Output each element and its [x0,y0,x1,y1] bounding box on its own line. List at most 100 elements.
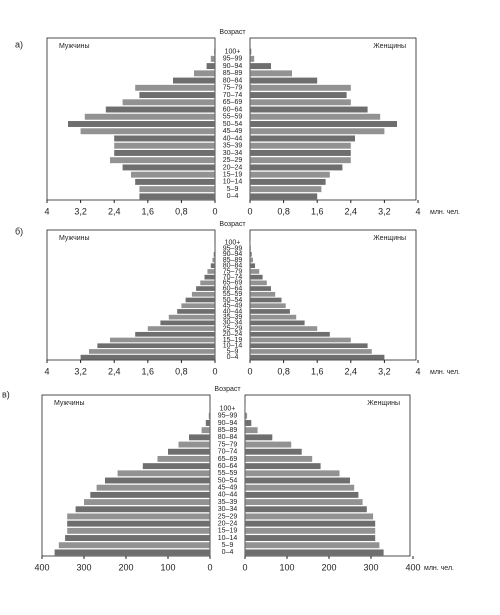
bar-men [122,164,215,171]
bar-women [245,420,252,426]
bar-women [245,520,376,527]
age-label: 65–69 [218,456,238,463]
bar-men [214,48,215,55]
x-tick-label: 0,8 [277,366,290,376]
age-label: 50–54 [223,297,243,304]
age-label: 95–99 [223,56,243,63]
age-label: 90–94 [223,63,243,70]
bar-men [67,527,210,534]
bar-women [250,193,318,200]
age-label: 35–39 [223,314,243,321]
bar-men [67,520,210,527]
legend-women: Женщины [367,400,400,407]
x-tick-label: 0 [247,366,252,376]
bar-women [245,535,376,541]
age-label: 95–99 [223,245,243,252]
age-label: 95–99 [218,413,238,420]
bar-men [84,113,215,120]
bar-men [65,535,210,541]
x-tick-label: 400 [34,562,49,572]
x-tick-label: 1,6 [142,206,155,216]
x-tick-label: 1,6 [311,206,324,216]
bar-men [181,303,215,309]
age-label: 50–54 [218,477,238,484]
age-label: 50–54 [223,121,243,128]
bar-men [114,142,215,149]
bar-women [250,99,351,106]
bar-women [250,164,343,171]
legend-men: Мужчины [59,43,90,50]
bar-women [250,77,318,84]
age-label: 30–34 [223,320,243,327]
bar-men [189,434,210,441]
age-label: 75–79 [223,268,243,275]
age-label: 40–44 [223,135,243,142]
age-label: 80–84 [223,263,243,270]
bar-women [250,354,385,360]
bar-men [131,171,215,178]
age-label: 55–59 [218,470,238,477]
x-tick-label: 2,4 [345,206,358,216]
bar-men [110,337,215,343]
chart-label: в) [2,389,10,399]
x-tick-label: 0 [212,206,217,216]
age-label: 15–19 [223,337,243,344]
age-label: 65–69 [223,99,243,106]
age-label: 20–24 [223,331,243,338]
age-label: 10–14 [223,179,243,186]
age-label: 60–64 [223,285,243,292]
age-label: 55–59 [223,291,243,298]
age-label: 5–9 [222,542,234,549]
age-label: 25–29 [223,157,243,164]
bar-women [245,499,363,506]
bar-women [245,527,376,534]
bar-men [168,314,215,320]
bar-men [178,441,210,448]
age-label: 40–44 [223,308,243,315]
x-tick-label: 300 [76,562,91,572]
legend-men: Мужчины [59,235,90,242]
unit-label: млн. чел. [430,369,460,376]
chart-label: б) [15,226,23,236]
bar-men [139,92,215,99]
age-label: 20–24 [218,520,238,527]
bar-men [168,448,210,455]
x-tick-label: 2,4 [108,366,121,376]
bar-women [250,121,397,127]
x-tick-label: 0 [247,206,252,216]
bar-women [250,246,251,251]
bar-men [177,309,215,314]
age-label: 70–74 [223,274,243,281]
bar-women [250,320,305,326]
bar-women [250,135,355,142]
bar-men [200,280,215,286]
bar-men [117,470,210,477]
bar-men [139,186,215,193]
bar-men [135,331,215,337]
bar-women [250,70,292,77]
x-tick-label: 0 [212,366,217,376]
bar-women [250,263,256,269]
age-label: 35–39 [223,143,243,150]
age-label: 45–49 [223,303,243,310]
bar-women [250,274,263,280]
age-label: 75–79 [223,85,243,92]
bar-men [54,549,210,556]
x-tick-label: 4 [415,366,420,376]
bar-women [250,178,326,185]
bar-men [185,297,215,303]
bar-men [173,77,215,84]
bar-men [207,269,215,274]
age-label: 85–89 [223,70,243,77]
bar-women [250,309,290,314]
bar-men [212,257,215,263]
x-tick-label: 400 [405,562,420,572]
bar-women [250,343,368,349]
bar-women [250,106,368,113]
bar-women [250,142,351,149]
bar-women [245,441,292,448]
bar-women [250,257,253,263]
bar-women [250,297,282,303]
bar-women [245,448,302,455]
bar-women [250,48,252,55]
